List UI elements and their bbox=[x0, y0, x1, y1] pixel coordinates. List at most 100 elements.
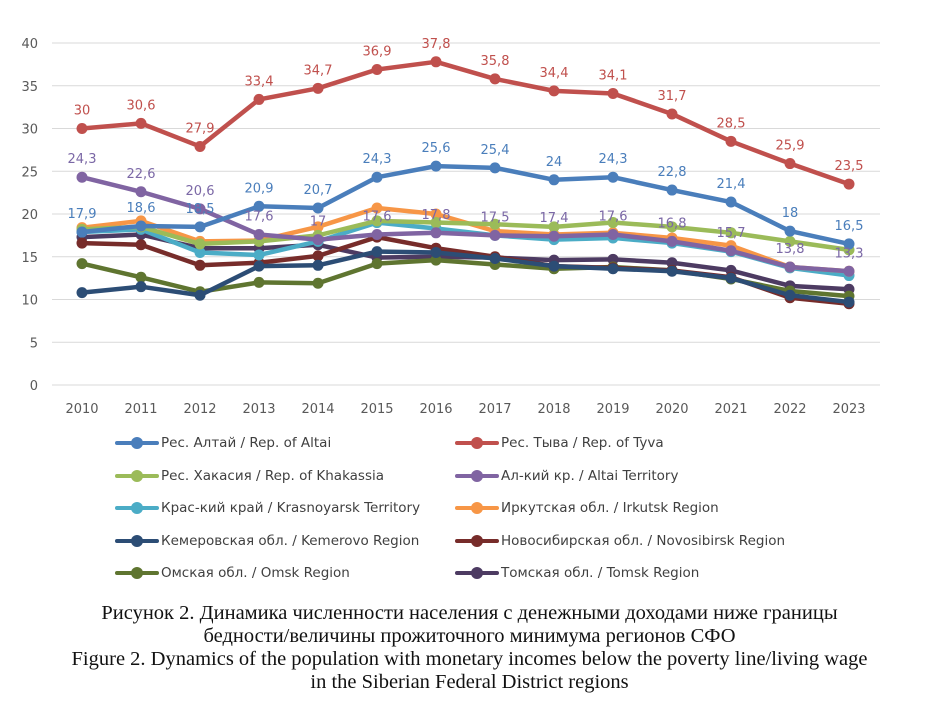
legend-label: Ал-кий кр. / Altai Territory bbox=[501, 467, 679, 484]
data-label: 13,8 bbox=[776, 242, 805, 257]
data-label: 21,4 bbox=[717, 177, 746, 192]
data-point bbox=[76, 226, 88, 238]
data-point bbox=[666, 265, 678, 277]
data-point bbox=[371, 258, 383, 270]
x-tick-label: 2020 bbox=[655, 402, 688, 417]
data-point bbox=[548, 174, 560, 186]
legend-item: Рес. Хакасия / Rep. of Khakassia bbox=[115, 465, 384, 487]
data-point bbox=[725, 227, 737, 239]
data-point bbox=[194, 289, 206, 301]
data-point bbox=[607, 171, 619, 183]
legend-item: Ал-кий кр. / Altai Territory bbox=[455, 465, 678, 487]
legend-item: Кемеровская обл. / Kemerovo Region bbox=[115, 530, 419, 552]
data-point bbox=[312, 277, 324, 289]
x-tick-label: 2011 bbox=[124, 402, 157, 417]
data-label: 36,9 bbox=[363, 45, 392, 60]
data-point bbox=[76, 171, 88, 183]
x-axis-ticks: 2010 2011 2012 2013 2014 2015 2016 2017 2018 2019… bbox=[65, 402, 865, 417]
data-label: 37,8 bbox=[422, 37, 451, 52]
legend-marker-icon bbox=[115, 502, 159, 514]
data-point bbox=[784, 235, 796, 247]
data-label: 25,4 bbox=[481, 143, 510, 158]
data-label: 15,7 bbox=[717, 226, 746, 241]
data-point bbox=[843, 265, 855, 277]
series-line bbox=[79, 218, 852, 253]
series-line bbox=[79, 59, 852, 187]
data-point bbox=[784, 261, 796, 273]
data-point bbox=[725, 272, 737, 284]
data-point bbox=[784, 158, 796, 170]
legend-marker-icon bbox=[455, 534, 499, 547]
y-tick-label: 30 bbox=[21, 123, 38, 138]
x-tick-label: 2023 bbox=[832, 402, 865, 417]
legend-item: Новосибирская обл. / Novosibirsk Region bbox=[455, 530, 785, 552]
data-point bbox=[489, 162, 501, 174]
y-tick-label: 20 bbox=[21, 208, 38, 223]
data-point bbox=[135, 186, 147, 198]
data-point bbox=[607, 87, 619, 99]
data-point bbox=[76, 237, 88, 249]
legend-label: Рес. Хакасия / Rep. of Khakassia bbox=[161, 467, 385, 484]
legend-item: Омская обл. / Omsk Region bbox=[115, 562, 350, 584]
data-label: 16,5 bbox=[835, 219, 864, 234]
data-label: 28,5 bbox=[717, 116, 746, 131]
data-label: 24,3 bbox=[599, 152, 628, 167]
data-point bbox=[371, 171, 383, 183]
legend-marker-icon bbox=[455, 437, 499, 449]
x-tick-label: 2015 bbox=[360, 402, 393, 417]
data-label: 25,9 bbox=[776, 139, 805, 154]
data-label: 34,7 bbox=[304, 63, 333, 78]
data-label: 17,9 bbox=[68, 207, 97, 222]
series-line bbox=[79, 163, 852, 247]
data-point bbox=[253, 276, 265, 288]
x-tick-label: 2017 bbox=[478, 402, 511, 417]
y-tick-label: 5 bbox=[30, 336, 38, 351]
legend-label: Иркутская обл. / Irkutsk Region bbox=[501, 500, 719, 516]
data-point bbox=[666, 184, 678, 196]
series-line bbox=[79, 249, 852, 305]
legend-label: Крас-кий край / Krasnoyarsk Territory bbox=[161, 500, 421, 516]
x-tick-label: 2013 bbox=[242, 402, 275, 417]
data-point bbox=[607, 263, 619, 275]
series-line bbox=[79, 174, 852, 274]
legend-label: Рес. Тыва / Rep. of Tyva bbox=[501, 435, 664, 451]
data-label: 20,7 bbox=[304, 183, 333, 198]
data-point bbox=[843, 178, 855, 190]
legend-marker-icon bbox=[115, 567, 159, 579]
x-tick-label: 2012 bbox=[183, 402, 216, 417]
data-point bbox=[253, 229, 265, 241]
data-label: 23,5 bbox=[835, 159, 864, 174]
legend-label: Томская обл. / Tomsk Region bbox=[501, 565, 700, 581]
figure-caption: Рисунок 2. Динамика численности населени… bbox=[0, 602, 939, 694]
data-point bbox=[312, 234, 324, 246]
data-label: 24,3 bbox=[363, 152, 392, 167]
data-label: 17,6 bbox=[245, 210, 274, 225]
data-point bbox=[666, 235, 678, 247]
data-point bbox=[607, 217, 619, 229]
data-label: 17,8 bbox=[422, 208, 451, 223]
data-point bbox=[725, 196, 737, 208]
data-label: 17,6 bbox=[599, 210, 628, 225]
data-label: 18,5 bbox=[186, 202, 215, 217]
data-point bbox=[312, 259, 324, 271]
legend-marker-icon bbox=[455, 469, 499, 482]
data-point bbox=[666, 221, 678, 233]
data-point bbox=[430, 254, 442, 266]
legend-label: Рес. Алтай / Rep. of Altai bbox=[161, 435, 332, 451]
y-tick-label: 15 bbox=[21, 251, 38, 266]
data-point bbox=[430, 217, 442, 229]
data-label: 24,3 bbox=[68, 152, 97, 167]
data-point bbox=[430, 160, 442, 172]
data-point bbox=[312, 202, 324, 214]
data-point bbox=[784, 225, 796, 237]
data-label: 20,6 bbox=[186, 184, 215, 199]
data-point bbox=[371, 64, 383, 76]
caption-ru-line2: бедности/величины прожиточного минимума … bbox=[203, 625, 736, 647]
data-point bbox=[843, 296, 855, 308]
data-point bbox=[548, 85, 560, 97]
data-point bbox=[253, 93, 265, 105]
y-tick-label: 10 bbox=[21, 294, 38, 309]
data-point bbox=[312, 82, 324, 94]
y-tick-label: 35 bbox=[21, 80, 38, 95]
data-label: 22,6 bbox=[127, 167, 156, 182]
